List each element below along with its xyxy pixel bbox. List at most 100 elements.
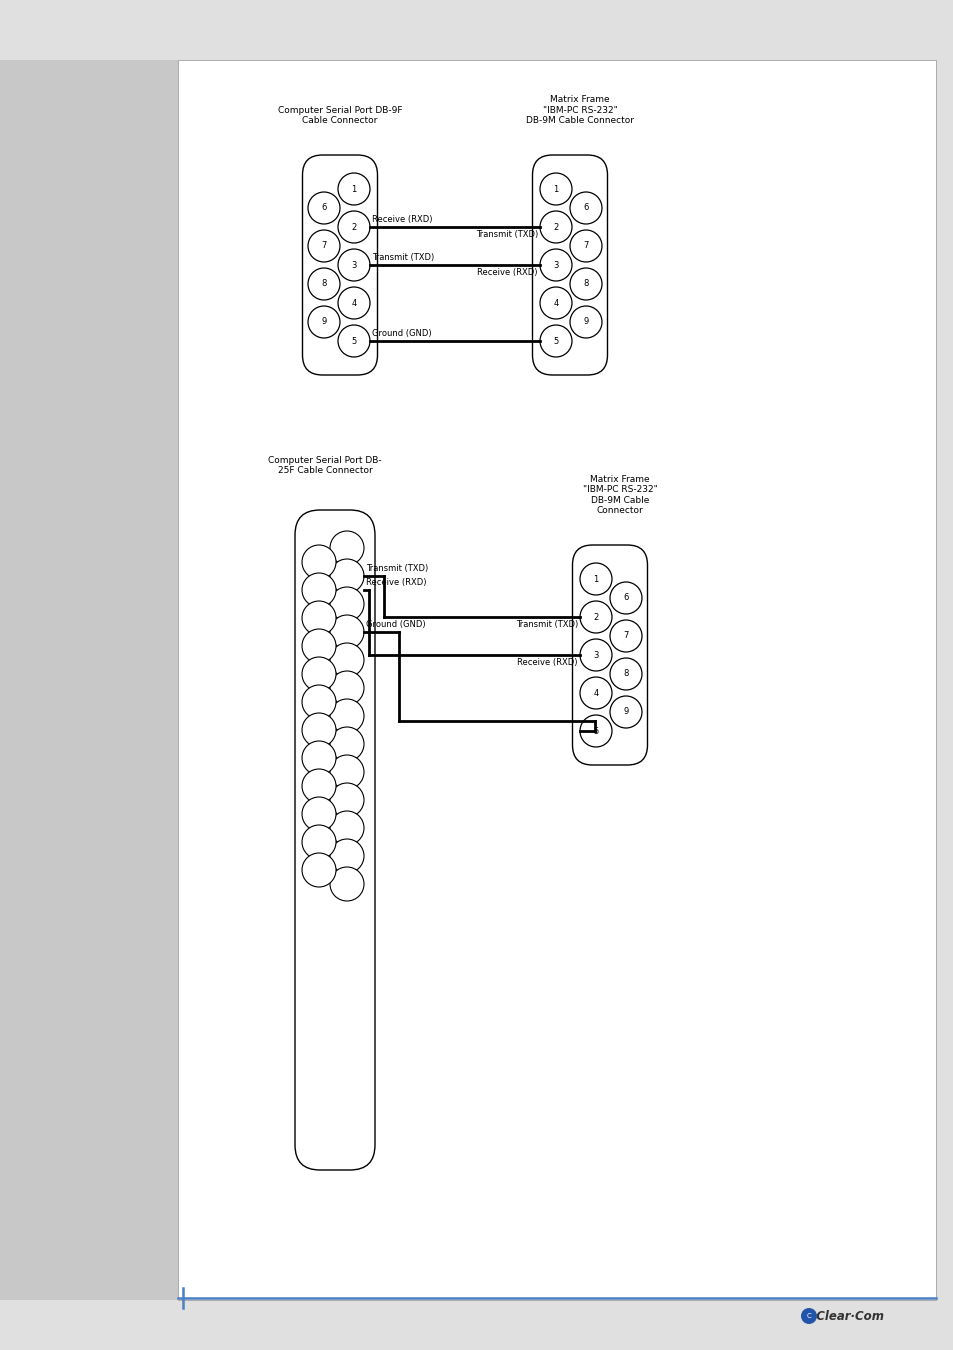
Text: 3: 3 bbox=[593, 651, 598, 660]
Text: Receive (RXD): Receive (RXD) bbox=[372, 215, 432, 224]
Circle shape bbox=[569, 269, 601, 300]
Circle shape bbox=[330, 671, 364, 705]
Text: Ground (GND): Ground (GND) bbox=[372, 329, 431, 338]
Circle shape bbox=[579, 601, 612, 633]
Text: Ground (GND): Ground (GND) bbox=[366, 620, 425, 629]
Text: 2: 2 bbox=[553, 223, 558, 231]
Text: 5: 5 bbox=[553, 336, 558, 346]
Circle shape bbox=[579, 639, 612, 671]
Text: 7: 7 bbox=[321, 242, 326, 251]
FancyBboxPatch shape bbox=[302, 155, 377, 375]
Text: 3: 3 bbox=[553, 261, 558, 270]
Circle shape bbox=[569, 230, 601, 262]
Text: C: C bbox=[806, 1314, 810, 1319]
Circle shape bbox=[302, 741, 335, 775]
Text: 5: 5 bbox=[351, 336, 356, 346]
Circle shape bbox=[302, 853, 335, 887]
Text: 4: 4 bbox=[553, 298, 558, 308]
Text: Transmit (TXD): Transmit (TXD) bbox=[516, 620, 578, 629]
Circle shape bbox=[302, 684, 335, 720]
Circle shape bbox=[302, 796, 335, 832]
Text: Transmit (TXD): Transmit (TXD) bbox=[366, 564, 428, 572]
Circle shape bbox=[330, 755, 364, 788]
Circle shape bbox=[302, 657, 335, 691]
Circle shape bbox=[337, 325, 370, 356]
Text: Matrix Frame
"IBM-PC RS-232"
DB-9M Cable
Connector: Matrix Frame "IBM-PC RS-232" DB-9M Cable… bbox=[582, 475, 657, 514]
Circle shape bbox=[609, 657, 641, 690]
Circle shape bbox=[308, 230, 339, 262]
Circle shape bbox=[308, 306, 339, 338]
Text: 1: 1 bbox=[553, 185, 558, 193]
Text: 5: 5 bbox=[593, 726, 598, 736]
Circle shape bbox=[330, 699, 364, 733]
Circle shape bbox=[569, 192, 601, 224]
Text: Receive (RXD): Receive (RXD) bbox=[517, 657, 578, 667]
Text: Receive (RXD): Receive (RXD) bbox=[366, 578, 426, 587]
Text: Computer Serial Port DB-9F
Cable Connector: Computer Serial Port DB-9F Cable Connect… bbox=[277, 105, 402, 126]
Text: Transmit (TXD): Transmit (TXD) bbox=[372, 252, 434, 262]
FancyBboxPatch shape bbox=[572, 545, 647, 765]
Text: 4: 4 bbox=[351, 298, 356, 308]
Text: 8: 8 bbox=[582, 279, 588, 289]
Text: 6: 6 bbox=[622, 594, 628, 602]
Text: Clear·Com: Clear·Com bbox=[807, 1310, 883, 1323]
Circle shape bbox=[579, 563, 612, 595]
FancyBboxPatch shape bbox=[178, 59, 935, 1300]
Text: Transmit (TXD): Transmit (TXD) bbox=[476, 230, 537, 239]
Circle shape bbox=[609, 620, 641, 652]
Text: 3: 3 bbox=[351, 261, 356, 270]
Circle shape bbox=[330, 587, 364, 621]
FancyBboxPatch shape bbox=[294, 510, 375, 1170]
Circle shape bbox=[302, 545, 335, 579]
Text: 1: 1 bbox=[351, 185, 356, 193]
Circle shape bbox=[330, 783, 364, 817]
Circle shape bbox=[330, 643, 364, 676]
Text: Receive (RXD): Receive (RXD) bbox=[477, 269, 537, 277]
Circle shape bbox=[330, 838, 364, 873]
Circle shape bbox=[330, 867, 364, 900]
Circle shape bbox=[330, 531, 364, 566]
Circle shape bbox=[330, 728, 364, 761]
Text: Computer Serial Port DB-
25F Cable Connector: Computer Serial Port DB- 25F Cable Conne… bbox=[268, 455, 381, 475]
Circle shape bbox=[302, 713, 335, 747]
Text: 6: 6 bbox=[321, 204, 326, 212]
Circle shape bbox=[337, 211, 370, 243]
Text: Matrix Frame
"IBM-PC RS-232"
DB-9M Cable Connector: Matrix Frame "IBM-PC RS-232" DB-9M Cable… bbox=[525, 96, 634, 126]
Text: 4: 4 bbox=[593, 688, 598, 698]
Circle shape bbox=[330, 559, 364, 593]
Text: 9: 9 bbox=[622, 707, 628, 717]
Circle shape bbox=[337, 248, 370, 281]
Circle shape bbox=[330, 811, 364, 845]
Text: 1: 1 bbox=[593, 575, 598, 583]
Circle shape bbox=[609, 697, 641, 728]
Circle shape bbox=[539, 325, 572, 356]
Text: 2: 2 bbox=[593, 613, 598, 621]
Circle shape bbox=[579, 716, 612, 747]
Circle shape bbox=[337, 288, 370, 319]
Circle shape bbox=[539, 288, 572, 319]
Circle shape bbox=[569, 306, 601, 338]
Circle shape bbox=[609, 582, 641, 614]
Circle shape bbox=[302, 769, 335, 803]
Circle shape bbox=[308, 192, 339, 224]
Circle shape bbox=[308, 269, 339, 300]
Text: 7: 7 bbox=[582, 242, 588, 251]
Circle shape bbox=[302, 825, 335, 859]
Text: 6: 6 bbox=[582, 204, 588, 212]
Circle shape bbox=[801, 1308, 816, 1324]
Circle shape bbox=[330, 616, 364, 649]
Circle shape bbox=[579, 676, 612, 709]
Text: 7: 7 bbox=[622, 632, 628, 640]
Text: 8: 8 bbox=[321, 279, 326, 289]
Circle shape bbox=[302, 572, 335, 608]
Bar bbox=[0, 59, 178, 1300]
Text: 9: 9 bbox=[583, 317, 588, 327]
Text: 8: 8 bbox=[622, 670, 628, 679]
Circle shape bbox=[539, 248, 572, 281]
FancyBboxPatch shape bbox=[532, 155, 607, 375]
Circle shape bbox=[302, 601, 335, 634]
Circle shape bbox=[539, 173, 572, 205]
Circle shape bbox=[337, 173, 370, 205]
Text: 9: 9 bbox=[321, 317, 326, 327]
Circle shape bbox=[539, 211, 572, 243]
